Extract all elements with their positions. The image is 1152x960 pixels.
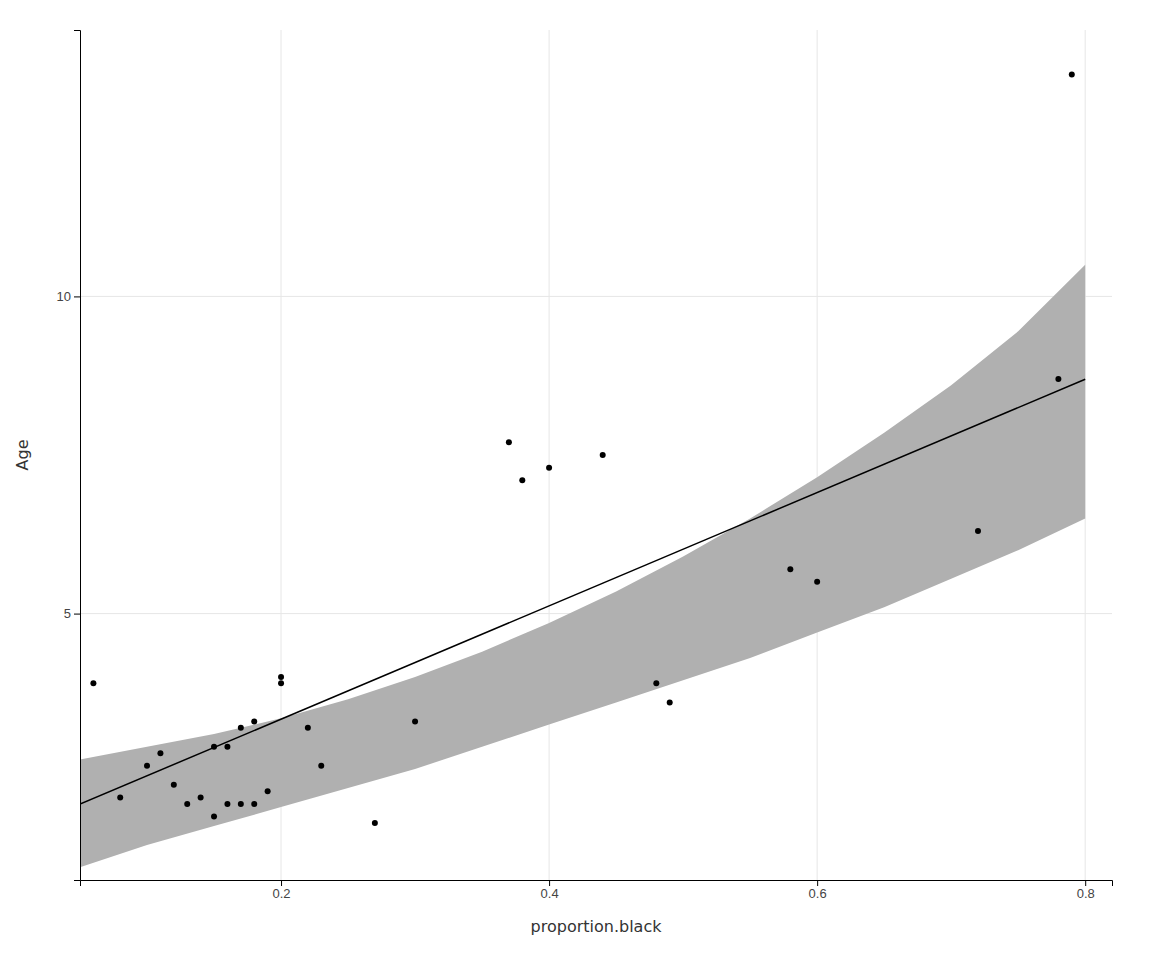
- point: [238, 725, 244, 731]
- plot-area: 0.2 0.4 0.6 0.8 5 10 proportion.black Age: [13, 30, 1113, 936]
- point: [171, 782, 177, 788]
- point: [251, 801, 257, 807]
- tick-label: 0.4: [541, 886, 559, 901]
- point: [412, 718, 418, 724]
- point: [787, 566, 793, 572]
- point: [1069, 71, 1075, 77]
- point: [667, 699, 673, 705]
- marks: [80, 71, 1085, 867]
- point: [305, 725, 311, 731]
- regression-line: [80, 379, 1085, 804]
- point: [975, 528, 981, 534]
- x-axis: 0.2 0.4 0.6 0.8: [81, 880, 1113, 901]
- y-axis: 5 10: [57, 31, 81, 881]
- point: [251, 718, 257, 724]
- point: [278, 680, 284, 686]
- tick: 10: [57, 289, 80, 304]
- y-axis-title: Age: [13, 440, 32, 471]
- tick-mark: [817, 880, 818, 886]
- y-axis-line: [74, 31, 81, 881]
- point: [653, 680, 659, 686]
- point: [600, 452, 606, 458]
- point: [814, 579, 820, 585]
- point: [238, 801, 244, 807]
- tick: 0.8: [1077, 880, 1095, 901]
- tick-mark: [74, 614, 80, 615]
- point: [224, 744, 230, 750]
- x-axis-line: [81, 881, 1113, 887]
- point: [265, 788, 271, 794]
- tick-mark: [549, 880, 550, 886]
- x-axis-title: proportion.black: [531, 917, 663, 936]
- tick-label: 0.2: [272, 886, 290, 901]
- point: [211, 814, 217, 820]
- tick-label: 5: [64, 606, 71, 621]
- grid-line-x: [817, 30, 818, 880]
- tick-mark: [1085, 880, 1086, 886]
- confidence-band: [80, 265, 1085, 868]
- tick-label: 0.8: [1077, 886, 1095, 901]
- tick-mark: [281, 880, 282, 886]
- tick: 0.2: [272, 880, 290, 901]
- tick: 0.6: [809, 880, 827, 901]
- point: [198, 795, 204, 801]
- point: [117, 795, 123, 801]
- tick-mark: [74, 296, 80, 297]
- point: [211, 744, 217, 750]
- tick: 5: [64, 606, 80, 621]
- point: [519, 477, 525, 483]
- grid-line-y: [80, 296, 1112, 297]
- point: [184, 801, 190, 807]
- point: [318, 763, 324, 769]
- grid: [80, 30, 1112, 880]
- point: [506, 439, 512, 445]
- point: [90, 680, 96, 686]
- grid-line-x: [549, 30, 550, 880]
- point: [546, 465, 552, 471]
- point: [144, 763, 150, 769]
- points: [90, 71, 1074, 826]
- tick: 0.4: [541, 880, 559, 901]
- point: [1055, 376, 1061, 382]
- tick-label: 0.6: [809, 886, 827, 901]
- point: [224, 801, 230, 807]
- point: [372, 820, 378, 826]
- point: [278, 674, 284, 680]
- point: [157, 750, 163, 756]
- tick-label: 10: [57, 289, 71, 304]
- chart: 0.2 0.4 0.6 0.8 5 10 proportion.black Age: [0, 0, 1152, 960]
